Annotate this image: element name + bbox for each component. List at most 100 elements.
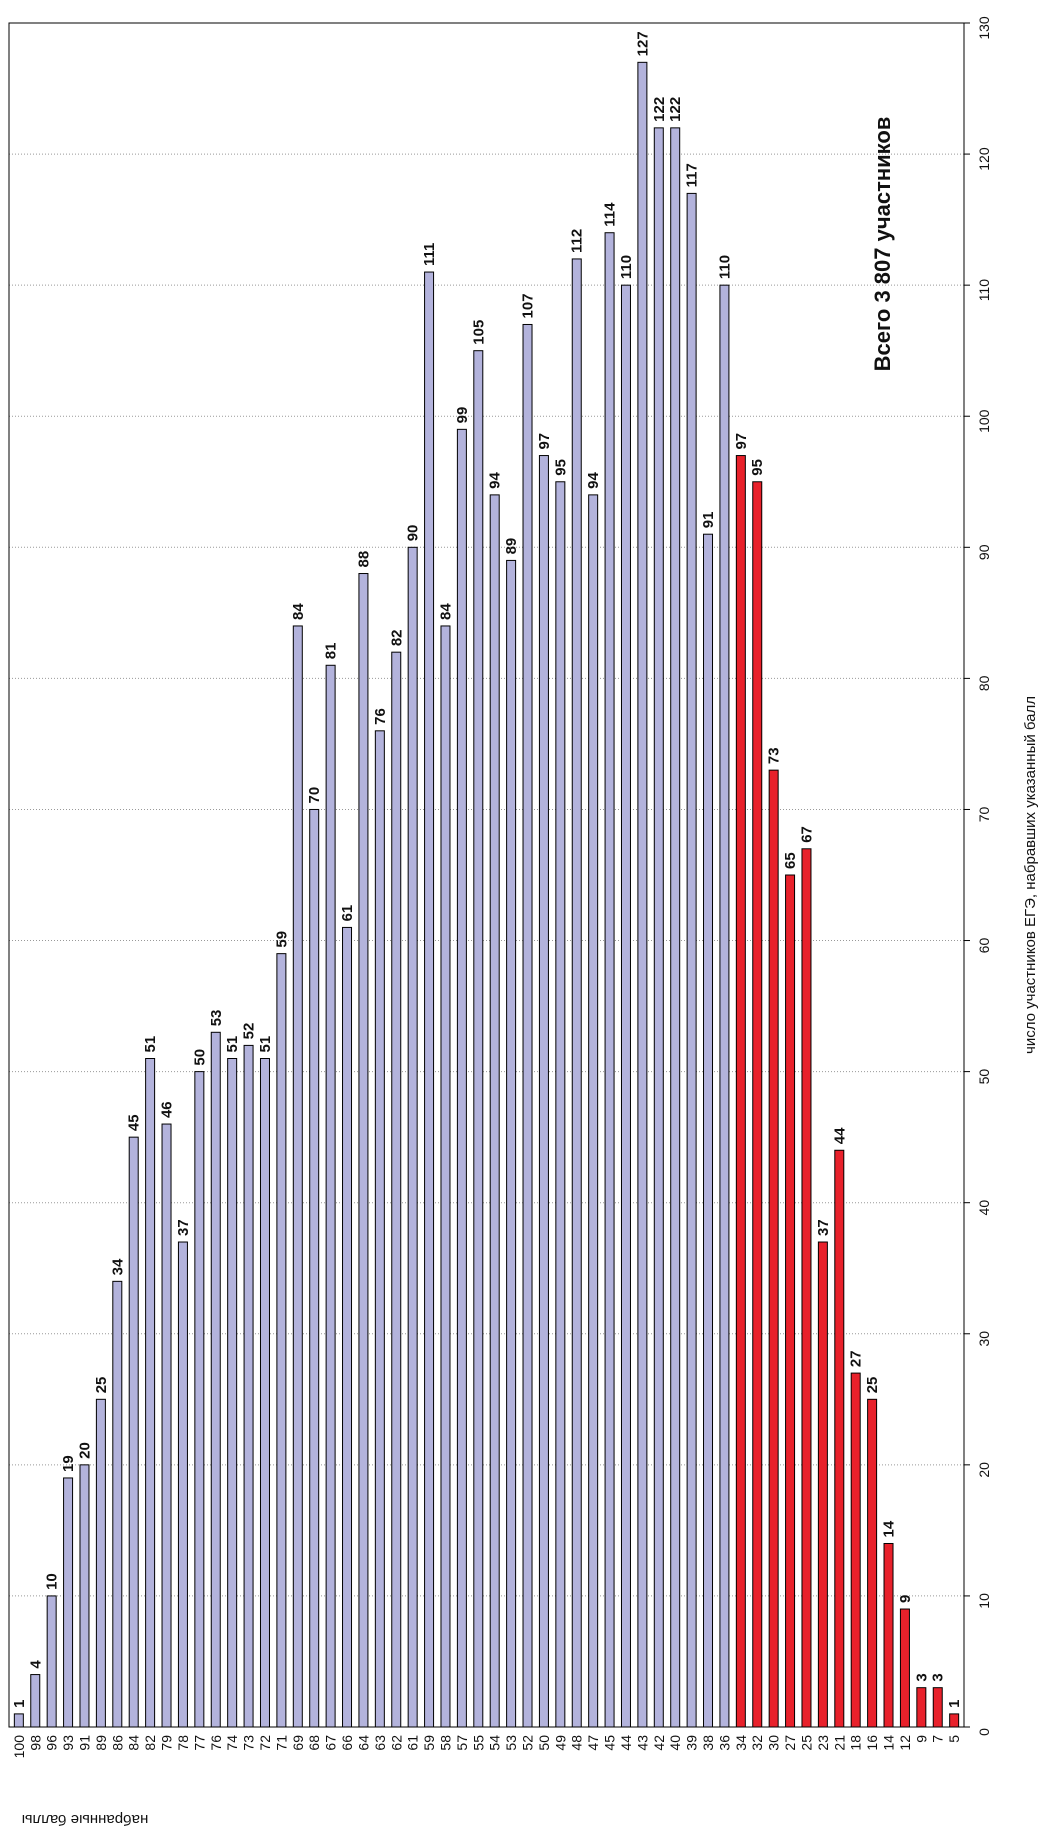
bar (867, 1398, 878, 1728)
x-axis-title: набранные баллы (22, 1811, 149, 1828)
y-tick-label: 110 (976, 279, 992, 302)
value-label: 114 (602, 202, 619, 227)
value-label: 94 (487, 472, 504, 489)
value-label: 19 (60, 1455, 77, 1472)
annotation: Всего 3 807 участников (870, 117, 895, 372)
y-tick-label: 60 (976, 938, 992, 954)
x-tick-label: 91 (76, 1735, 92, 1751)
bar (276, 953, 287, 1728)
bar (391, 651, 402, 1728)
bar (79, 1464, 90, 1728)
bar (817, 1241, 828, 1728)
value-label: 110 (716, 255, 733, 279)
bar (63, 1477, 74, 1728)
bar (670, 127, 681, 1728)
bar (703, 533, 714, 1728)
value-label: 88 (355, 551, 372, 568)
y-axis-title: число участников ЕГЭ, набравших указанны… (1022, 696, 1039, 1054)
value-label: 90 (405, 525, 422, 542)
x-tick-label: 67 (323, 1735, 339, 1751)
value-label: 59 (273, 931, 290, 948)
x-tick-label: 96 (44, 1735, 60, 1751)
value-label: 53 (208, 1010, 225, 1027)
value-label: 95 (552, 459, 569, 476)
value-label: 25 (864, 1377, 881, 1394)
x-tick-label: 34 (733, 1735, 749, 1751)
x-tick-label: 36 (716, 1735, 732, 1751)
value-label: 4 (27, 1660, 44, 1669)
x-tick-label: 50 (536, 1735, 552, 1751)
value-label: 84 (437, 603, 454, 620)
bar (292, 625, 303, 1728)
bar (883, 1542, 894, 1728)
bar (161, 1123, 172, 1728)
bar (358, 573, 369, 1728)
x-tick-label: 58 (437, 1735, 453, 1751)
x-tick-label: 53 (503, 1735, 519, 1751)
value-label: 73 (766, 747, 783, 764)
bar (850, 1372, 861, 1728)
y-tick-label: 10 (976, 1593, 992, 1609)
value-label: 27 (848, 1350, 865, 1367)
x-tick-label: 98 (27, 1735, 43, 1751)
x-tick-label: 30 (766, 1735, 782, 1751)
value-label: 70 (306, 787, 323, 804)
x-tick-label: 49 (552, 1735, 568, 1751)
x-tick-label: 48 (569, 1735, 585, 1751)
x-tick-label: 64 (355, 1735, 371, 1751)
value-label: 97 (733, 433, 750, 450)
x-tick-label: 14 (881, 1735, 897, 1751)
x-tick-label: 71 (273, 1735, 289, 1751)
value-label: 45 (126, 1114, 143, 1131)
value-label: 81 (323, 643, 340, 660)
value-label: 44 (831, 1127, 848, 1144)
value-label: 1 (11, 1700, 28, 1708)
y-tick-label: 80 (976, 675, 992, 691)
value-label: 52 (241, 1023, 258, 1040)
bar (259, 1058, 270, 1728)
value-label: 95 (749, 459, 766, 476)
value-label: 107 (520, 293, 537, 318)
x-tick-label: 54 (487, 1735, 503, 1751)
value-label: 46 (159, 1101, 176, 1118)
value-label: 97 (536, 433, 553, 450)
bar (522, 323, 533, 1728)
x-tick-label: 45 (602, 1735, 618, 1751)
bar (309, 808, 320, 1728)
plot-frame (8, 22, 965, 1728)
value-label: 9 (897, 1595, 914, 1603)
value-label: 3 (913, 1673, 930, 1681)
bar (571, 258, 582, 1728)
value-label: 51 (224, 1036, 241, 1053)
x-tick-label: 16 (864, 1735, 880, 1751)
bar (227, 1058, 238, 1728)
bar (489, 494, 500, 1728)
bar (325, 664, 336, 1728)
x-tick-label: 68 (306, 1735, 322, 1751)
x-tick-label: 57 (454, 1735, 470, 1751)
y-tick-label: 120 (976, 147, 992, 171)
value-label: 50 (191, 1049, 208, 1066)
x-tick-label: 63 (372, 1735, 388, 1751)
bar (112, 1280, 123, 1728)
bar (46, 1595, 57, 1728)
bar (473, 350, 484, 1728)
value-label: 99 (454, 407, 471, 424)
x-tick-label: 32 (749, 1735, 765, 1751)
y-tick-label: 70 (976, 806, 992, 822)
bar (424, 271, 435, 1728)
value-label: 111 (421, 243, 438, 266)
bar (768, 769, 779, 1728)
bar (785, 874, 796, 1728)
bar (686, 192, 697, 1728)
bar (210, 1031, 221, 1728)
bar (801, 848, 812, 1728)
y-tick-label: 50 (976, 1069, 992, 1085)
bar (145, 1058, 156, 1728)
bar (506, 559, 517, 1728)
bar (342, 926, 353, 1728)
x-tick-label: 59 (421, 1735, 437, 1751)
bar (374, 730, 385, 1728)
x-tick-label: 78 (175, 1735, 191, 1751)
